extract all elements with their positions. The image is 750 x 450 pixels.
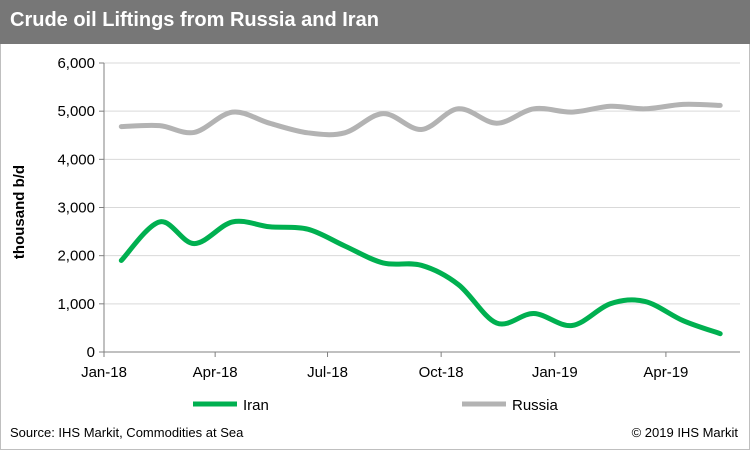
x-tick-labels: Jan-18 Apr-18 Jul-18 Oct-18 Jan-19 Apr-19 [81,364,688,381]
x-tick-label: Oct-18 [419,364,464,381]
legend-label-iran: Iran [243,397,269,414]
y-tick-label: 3,000 [57,200,95,217]
y-tick-label: 4,000 [57,151,95,168]
y-tick-labels: 0 1,000 2,000 3,000 4,000 5,000 6,000 [57,55,95,361]
chart-title: Crude oil Liftings from Russia and Iran [10,9,379,31]
y-tick-label: 2,000 [57,248,95,265]
legend: Iran Russia [193,397,559,414]
axes [99,62,740,357]
y-tick-label: 6,000 [57,55,95,72]
x-tick-label: Jan-18 [81,364,127,381]
y-tick-label: 1,000 [57,296,95,313]
y-axis-label: thousand b/d [11,165,28,259]
x-tick-label: Jan-19 [532,364,578,381]
source-note: Source: IHS Markit, Commodities at Sea [10,425,244,440]
series-line-russia [118,101,723,138]
x-tick-label: Apr-18 [193,364,238,381]
legend-label-russia: Russia [512,397,559,414]
series-line-iran [118,218,723,337]
x-tick-label: Apr-19 [643,364,688,381]
y-tick-label: 5,000 [57,103,95,120]
y-tick-label: 0 [87,344,95,361]
series-lines [118,101,723,337]
x-tick-label: Jul-18 [307,364,348,381]
copyright-note: © 2019 IHS Markit [631,425,738,440]
gridlines [104,62,740,305]
title-bar: Crude oil Liftings from Russia and Iran [0,0,750,44]
